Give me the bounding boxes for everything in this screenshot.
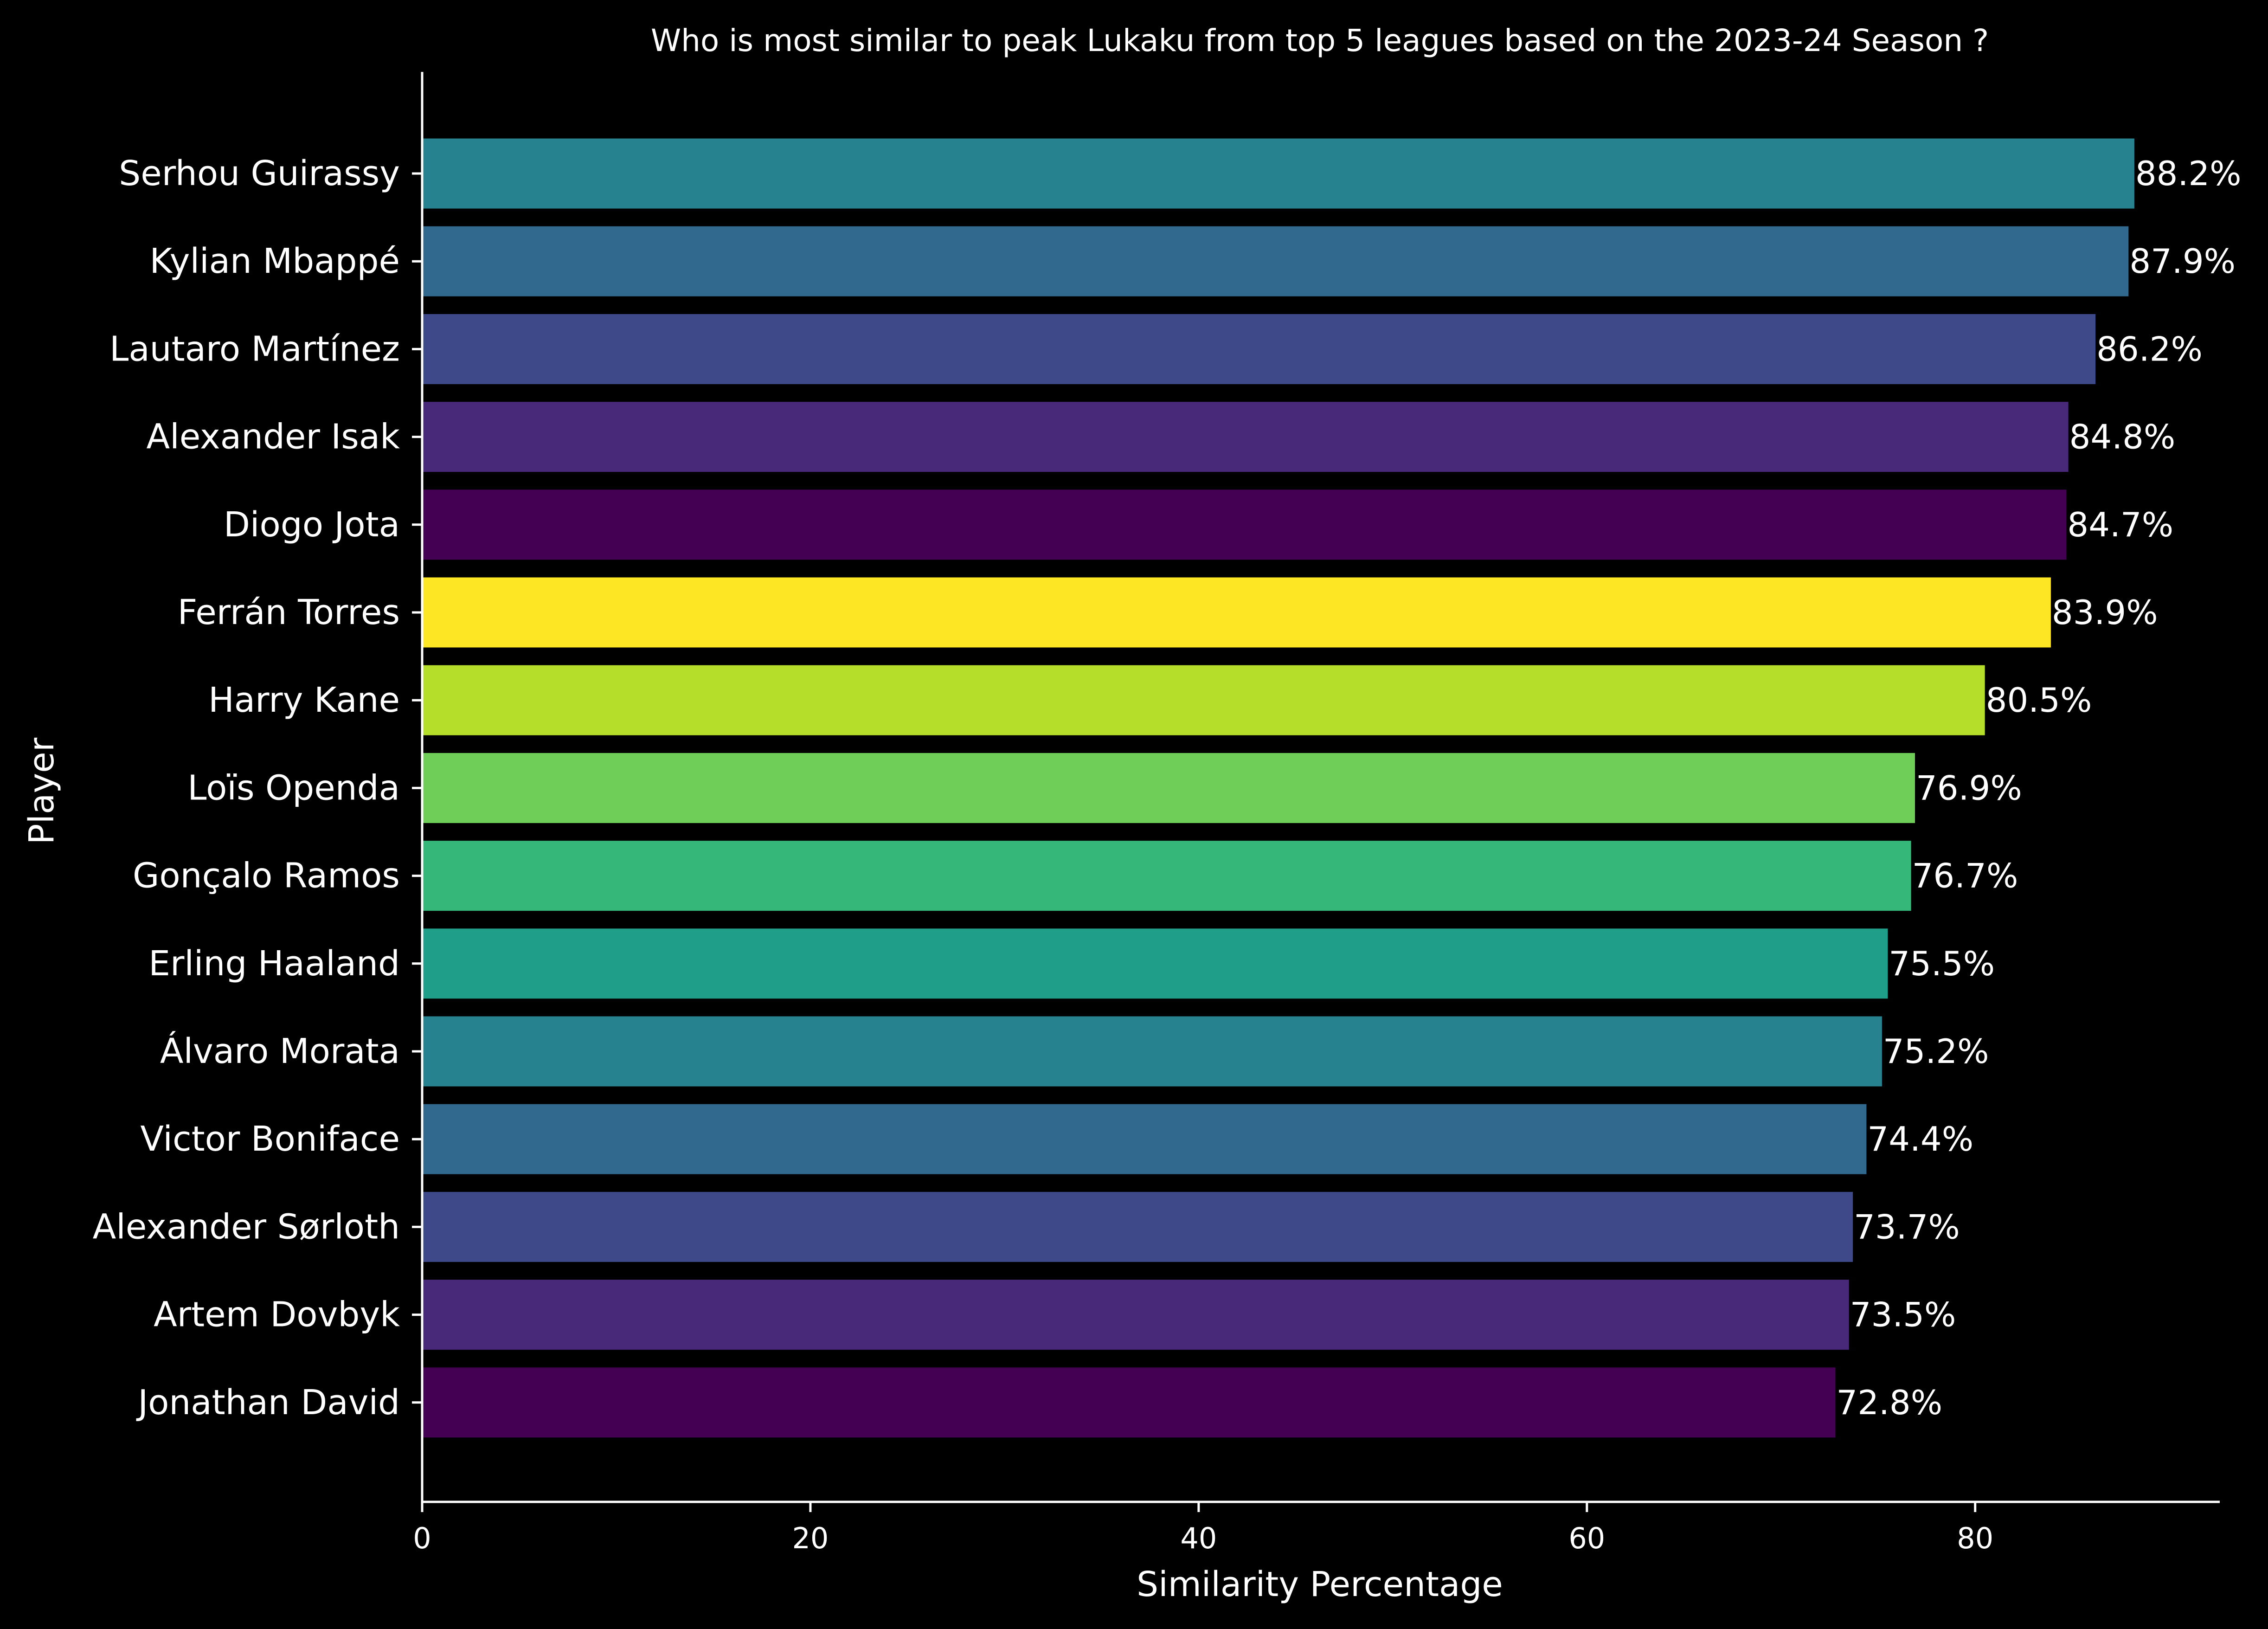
- y-tick-label-ferran-torres: Ferrán Torres: [178, 592, 400, 632]
- y-tick-label-harry-kane: Harry Kane: [208, 680, 400, 720]
- y-tick-label-goncalo-ramos: Gonçalo Ramos: [133, 856, 400, 896]
- y-tick-label-diogo-jota: Diogo Jota: [224, 505, 400, 545]
- data-label-alexander-isak: 84.8%: [2069, 418, 2176, 457]
- data-label-victor-boniface: 74.4%: [1867, 1120, 1973, 1159]
- x-tick-label: 0: [413, 1521, 431, 1555]
- bars-group: [422, 138, 2134, 1438]
- y-tick-label-serhou-guirassy: Serhou Guirassy: [119, 154, 400, 193]
- data-label-erling-haaland: 75.5%: [1889, 944, 1995, 983]
- data-label-alexander-sorloth: 73.7%: [1854, 1207, 1960, 1246]
- data-label-alvaro-morata: 75.2%: [1883, 1032, 1989, 1071]
- bar-lautaro-martinez: [422, 314, 2096, 384]
- x-tick-label: 60: [1568, 1521, 1605, 1555]
- data-label-artem-dovbyk: 73.5%: [1850, 1295, 1956, 1334]
- bar-victor-boniface: [422, 1104, 1867, 1174]
- y-tick-label-lautaro-martinez: Lautaro Martínez: [109, 329, 400, 369]
- data-label-lautaro-martinez: 86.2%: [2096, 329, 2203, 368]
- data-label-serhou-guirassy: 88.2%: [2135, 154, 2242, 193]
- y-tick-label-artem-dovbyk: Artem Dovbyk: [154, 1295, 400, 1335]
- bar-lois-openda: [422, 753, 1915, 823]
- bar-artem-dovbyk: [422, 1280, 1849, 1350]
- bar-alvaro-morata: [422, 1016, 1882, 1087]
- data-label-ferran-torres: 83.9%: [2052, 593, 2158, 632]
- y-tick-label-erling-haaland: Erling Haaland: [148, 944, 400, 984]
- bar-goncalo-ramos: [422, 841, 1911, 911]
- data-labels-group: 88.2% 87.9% 86.2% 84.8% 84.7% 83.9% 80.5% 76.9%…: [1836, 154, 2241, 1422]
- bar-kylian-mbappe: [422, 226, 2129, 296]
- data-label-goncalo-ramos: 76.7%: [1912, 856, 2018, 895]
- x-tick-label: 40: [1180, 1521, 1217, 1555]
- y-axis-label: Player: [22, 737, 62, 844]
- y-tick-label-kylian-mbappe: Kylian Mbappé: [150, 241, 400, 281]
- bar-diogo-jota: [422, 489, 2067, 560]
- data-label-jonathan-david: 72.8%: [1836, 1383, 1942, 1422]
- y-tick-label-lois-openda: Loïs Openda: [187, 768, 400, 808]
- x-tick-label: 80: [1957, 1521, 1993, 1555]
- x-tick-label: 20: [792, 1521, 829, 1555]
- y-tick-label-jonathan-david: Jonathan David: [136, 1383, 400, 1423]
- bar-harry-kane: [422, 665, 1985, 735]
- chart-title: Who is most similar to peak Lukaku from …: [651, 23, 1989, 58]
- data-label-lois-openda: 76.9%: [1916, 768, 2022, 807]
- data-label-diogo-jota: 84.7%: [2067, 505, 2173, 544]
- y-tick-label-victor-boniface: Victor Boniface: [140, 1119, 400, 1159]
- y-tick-label-alvaro-morata: Álvaro Morata: [160, 1030, 400, 1071]
- y-tick-label-alexander-isak: Alexander Isak: [147, 417, 400, 457]
- bar-jonathan-david: [422, 1367, 1836, 1438]
- x-axis: 0 20 40 60 80: [413, 1500, 2220, 1555]
- bar-alexander-isak: [422, 402, 2069, 472]
- bar-erling-haaland: [422, 928, 1888, 999]
- x-axis-label: Similarity Percentage: [1137, 1565, 1503, 1604]
- y-tick-label-alexander-sorloth: Alexander Sørloth: [93, 1207, 400, 1247]
- y-axis: Serhou Guirassy Kylian Mbappé Lautaro Mart…: [93, 72, 424, 1502]
- bar-ferran-torres: [422, 577, 2051, 648]
- bar-alexander-sorloth: [422, 1191, 1853, 1262]
- data-label-kylian-mbappe: 87.9%: [2129, 242, 2236, 281]
- data-label-harry-kane: 80.5%: [1986, 681, 2092, 720]
- bar-serhou-guirassy: [422, 138, 2134, 209]
